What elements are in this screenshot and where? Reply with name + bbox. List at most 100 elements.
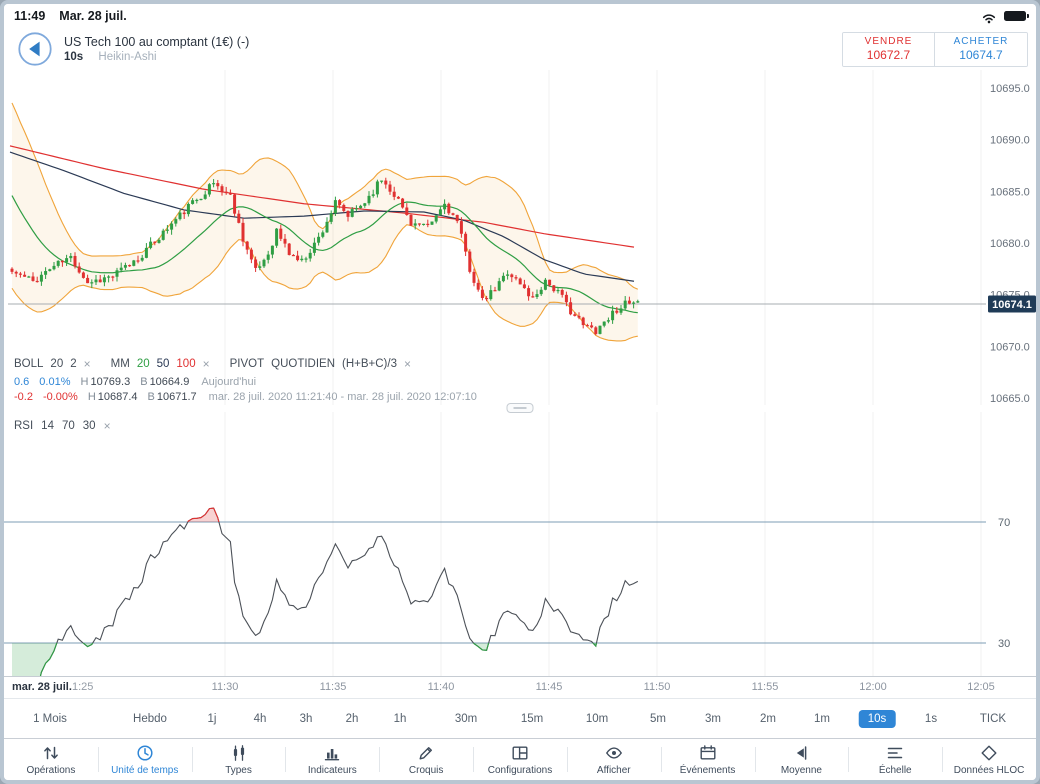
buy-button[interactable]: ACHETER 10674.7 [935, 32, 1027, 66]
status-date: Mar. 28 juil. [59, 9, 127, 23]
range-low: 10671.7 [156, 391, 197, 403]
time-tick-11-40: 11:40 [427, 681, 455, 693]
price-chart-panel[interactable]: 10695.010690.010685.010680.010675.010670… [4, 70, 1036, 405]
sell-button[interactable]: VENDRE 10672.7 [843, 32, 935, 66]
sell-price: 10672.7 [866, 47, 911, 62]
back-arrow-icon [29, 41, 40, 57]
toolbar-item-indicateurs[interactable]: Indicateurs [285, 739, 379, 780]
svg-text:70: 70 [998, 517, 1010, 529]
diamond-icon [979, 743, 999, 763]
status-bar: 11:49 Mar. 28 juil. [4, 4, 1036, 28]
timeframe-10m[interactable]: 10m [585, 712, 609, 725]
timeframe-1-mois[interactable]: 1 Mois [33, 712, 67, 725]
toolbar-item-types[interactable]: Types [191, 739, 286, 780]
time-axis-date: mar. 28 juil. [12, 681, 72, 693]
timeframe-30m[interactable]: 30m [454, 712, 478, 725]
time-tick-11-50: 11:50 [643, 681, 671, 693]
session-low: 10664.9 [149, 376, 190, 388]
toolbar-item-moyenne[interactable]: Moyenne [754, 739, 849, 780]
session-change-pct: 0.01% [39, 376, 71, 388]
buy-price: 10674.7 [959, 47, 1003, 62]
time-tick-11-35: 11:35 [319, 681, 347, 693]
range-stats-row: -0.2 -0.00% H 10687.4 B 10671.7 mar. 28 ju… [14, 391, 477, 403]
svg-text:10695.0: 10695.0 [990, 83, 1030, 95]
time-tick-11-45: 11:45 [535, 681, 563, 693]
chart-style-label: Heikin-Ashi [98, 51, 157, 63]
range-change: -0.2 [14, 391, 33, 403]
close-icon[interactable]: × [202, 357, 210, 371]
price-chart-canvas[interactable]: 10695.010690.010685.010680.010675.010670… [4, 70, 1036, 405]
chart-header: US Tech 100 au comptant (1€) (-) 10s Hei… [4, 28, 1036, 70]
toolbar-item-operations[interactable]: Opérations [4, 739, 98, 780]
session-high: 10769.3 [90, 376, 131, 388]
timeframe-3m[interactable]: 3m [705, 712, 721, 725]
clock-icon [135, 743, 155, 763]
indicator-mm: MM 20 50 100 × [110, 357, 210, 371]
timeframe-1s[interactable]: 1s [924, 712, 938, 725]
range-caption: mar. 28 juil. 2020 11:21:40 - mar. 28 ju… [208, 391, 477, 403]
battery-icon [1004, 11, 1029, 21]
timeframe-hebdo[interactable]: Hebdo [133, 712, 167, 725]
svg-text:10680.0: 10680.0 [990, 238, 1030, 250]
time-tick-11-55: 11:55 [751, 681, 779, 693]
pencil-icon [416, 743, 436, 763]
operations-icon [41, 743, 61, 763]
toolbar-item-croquis[interactable]: Croquis [379, 739, 473, 780]
rsi-canvas[interactable]: 70 30 [4, 412, 1036, 676]
toolbar-item-donnees-hloc[interactable]: Données HLOC [942, 739, 1036, 780]
indicator-bar: BOLL 20 2 × MM 20 50 100 × PIVOT QUOTIDI… [14, 357, 431, 371]
interval-label: 10s [64, 51, 84, 63]
indicator-bollinger: BOLL 20 2 × [14, 357, 91, 371]
close-icon[interactable]: × [403, 357, 411, 371]
chart-type-icon [229, 743, 249, 763]
timeframe-3h[interactable]: 3h [299, 712, 313, 725]
eye-icon [604, 743, 624, 763]
svg-text:30: 30 [998, 638, 1010, 650]
toolbar-item-configurations[interactable]: Configurations [473, 739, 567, 780]
rsi-panel[interactable]: 70 30 RSI 14 70 30 × [4, 412, 1036, 676]
range-change-pct: -0.00% [42, 391, 78, 403]
timeframe-1j[interactable]: 1j [207, 712, 217, 725]
panel-resize-handle[interactable] [506, 403, 534, 413]
calendar-icon [698, 743, 718, 763]
svg-text:10685.0: 10685.0 [990, 186, 1030, 198]
indicator-pivot: PIVOT QUOTIDIEN (H+B+C)/3 × [229, 357, 411, 371]
panel-separator [4, 403, 1036, 413]
timeframe-2m[interactable]: 2m [760, 712, 776, 725]
time-axis-first-tick: 1:25 [72, 681, 94, 693]
toolbar-item-unite-de-temps[interactable]: Unité de temps [97, 739, 192, 780]
time-axis[interactable]: mar. 28 juil. 1:25 11:30 11:35 11:40 11:45 1… [4, 676, 1036, 698]
timeframe-10s[interactable]: 10s [858, 709, 896, 728]
session-stats-row: 0.6 0.01% H 10769.3 B 10664.9 Aujourd'hui [14, 376, 257, 388]
svg-text:10670.0: 10670.0 [990, 341, 1030, 353]
timeframe-1m[interactable]: 1m [814, 712, 830, 725]
toolbar-item-evenements[interactable]: Événements [660, 739, 755, 780]
timeframe-5m[interactable]: 5m [650, 712, 666, 725]
close-icon[interactable]: × [103, 419, 111, 433]
time-tick-12-05: 12:05 [967, 681, 995, 693]
rsi-indicator-bar: RSI 14 70 30 × [14, 419, 111, 433]
svg-text:10690.0: 10690.0 [990, 135, 1030, 147]
timeframe-1h[interactable]: 1h [393, 712, 407, 725]
timeframe-2h[interactable]: 2h [345, 712, 359, 725]
svg-text:10665.0: 10665.0 [990, 393, 1030, 405]
toolbar-item-echelle[interactable]: Échelle [848, 739, 942, 780]
svg-text:10674.1: 10674.1 [992, 299, 1032, 311]
timeframe-tick[interactable]: TICK [979, 712, 1007, 725]
toolbar-item-afficher[interactable]: Afficher [566, 739, 661, 780]
instrument-title: US Tech 100 au comptant (1€) (-) [64, 35, 250, 49]
time-tick-11-30: 11:30 [211, 681, 239, 693]
layout-icon [510, 743, 530, 763]
timeframe-15m[interactable]: 15m [520, 712, 544, 725]
flag-icon [791, 743, 811, 763]
range-high: 10687.4 [97, 391, 138, 403]
bottom-toolbar: Opérations Unité de temps Types Indicateurs… [4, 738, 1036, 780]
timeframe-4h[interactable]: 4h [253, 712, 267, 725]
scale-icon [885, 743, 905, 763]
close-icon[interactable]: × [83, 357, 91, 371]
deal-ticket: VENDRE 10672.7 ACHETER 10674.7 [842, 31, 1028, 67]
timeframe-bar: 1 Mois Hebdo 1j 4h 3h 2h 1h 30m 15m 10m 5m 3m 2m 1m 10… [4, 698, 1036, 738]
session-caption: Aujourd'hui [201, 376, 257, 388]
back-button[interactable] [18, 32, 52, 66]
